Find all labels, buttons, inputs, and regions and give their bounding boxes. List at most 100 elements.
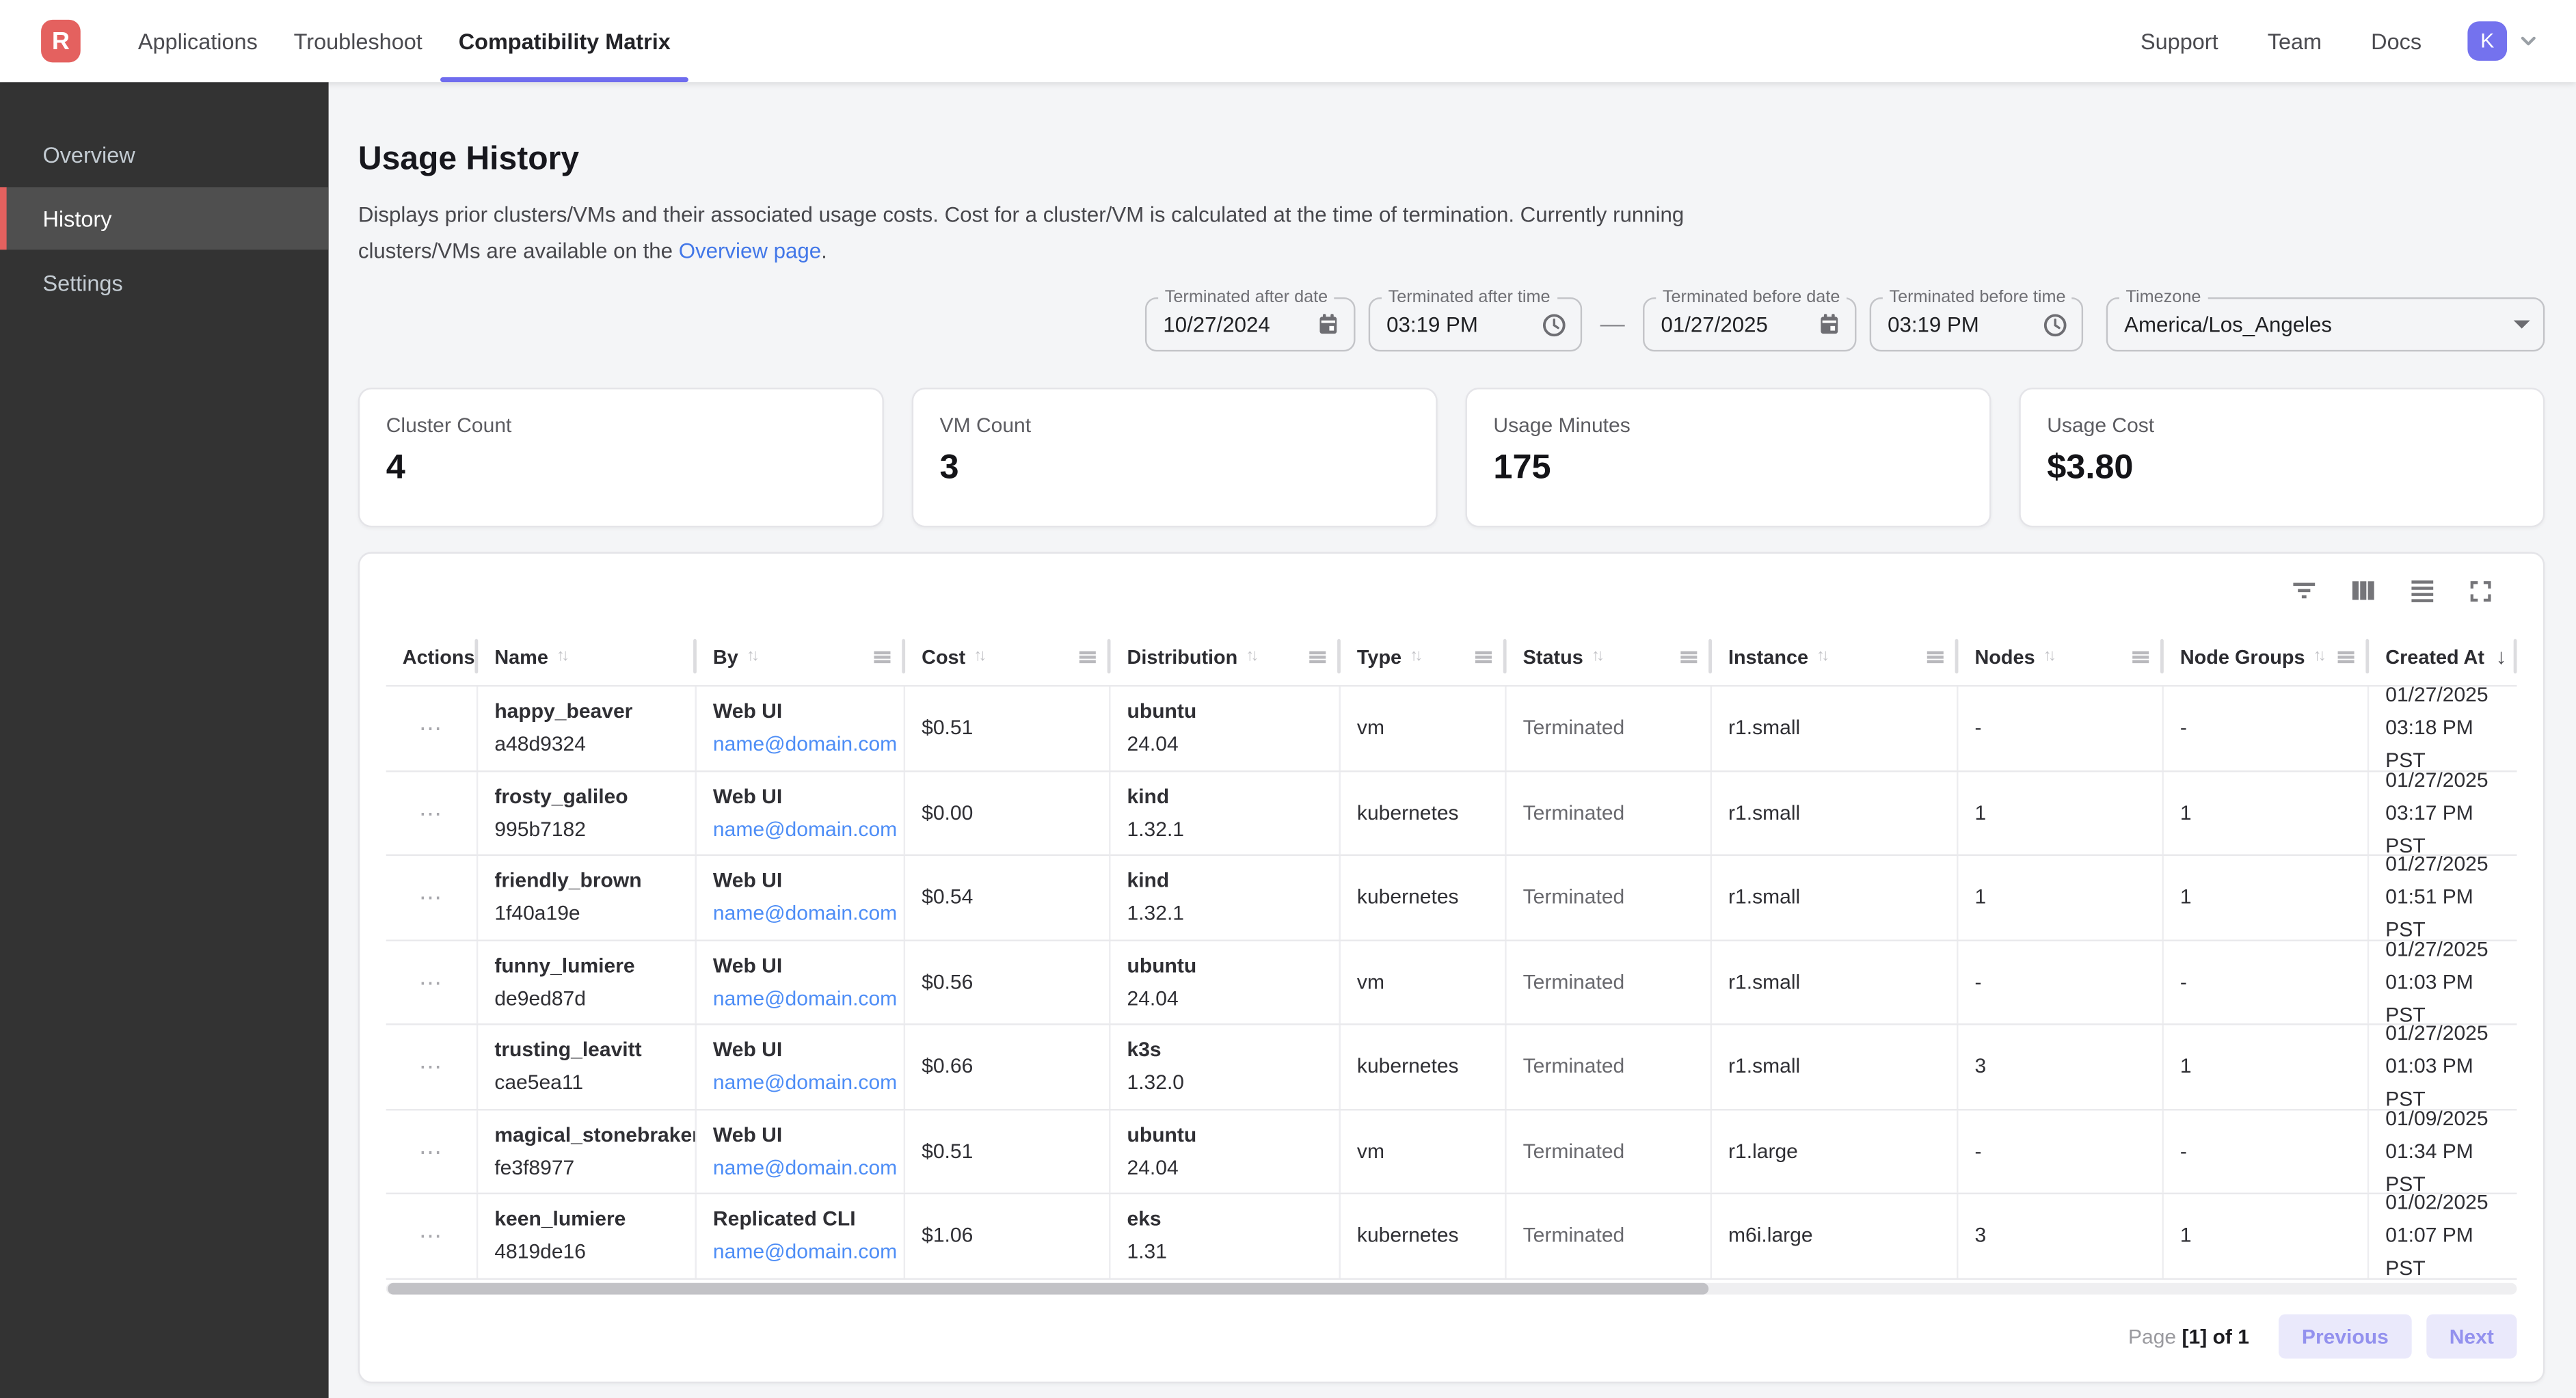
status-badge: Terminated — [1522, 1140, 1625, 1163]
column-menu-icon[interactable] — [1679, 647, 1699, 667]
column-header[interactable]: Created At ↑↓ ↓ — [2369, 628, 2517, 685]
nav-link[interactable]: Docs — [2371, 29, 2422, 54]
calendar-icon[interactable] — [1316, 312, 1341, 337]
clock-icon[interactable] — [2042, 311, 2068, 337]
cell-distribution: ubuntu 24.04 — [1110, 940, 1341, 1024]
row-actions-button[interactable]: ⋯ — [386, 686, 479, 770]
clock-icon[interactable] — [1541, 311, 1567, 337]
node-groups-value: - — [2179, 970, 2187, 994]
column-menu-icon[interactable] — [1474, 647, 1494, 667]
nav-link[interactable]: Support — [2140, 29, 2218, 54]
created-by-source: Web UI — [712, 785, 783, 808]
cell-name: friendly_brown 1f40a19e — [478, 855, 697, 939]
created-by-email-link[interactable]: name@domain.com — [712, 902, 898, 926]
row-actions-button[interactable]: ⋯ — [386, 771, 479, 855]
column-header[interactable]: Actions ↑↓ ↓ — [386, 628, 479, 685]
column-header[interactable]: Node Groups ↑↓ ↓ — [2164, 628, 2370, 685]
column-header[interactable]: Cost ↑↓ ↓ — [905, 628, 1111, 685]
created-by-email-link[interactable]: name@domain.com — [712, 986, 898, 1010]
sidebar-item[interactable]: Overview — [0, 123, 329, 185]
cell-nodes: - — [1958, 1110, 2164, 1193]
created-by-email-link[interactable]: name@domain.com — [712, 1071, 898, 1095]
main-content: Usage History Displays prior clusters/VM… — [329, 82, 2576, 1398]
sort-desc-icon[interactable]: ↓ — [2495, 643, 2507, 669]
cell-name: frosty_galileo 995b7182 — [478, 771, 697, 855]
column-header[interactable]: Nodes ↑↓ ↓ — [1958, 628, 2164, 685]
terminated-after-date-field[interactable]: Terminated after date 10/27/2024 — [1144, 288, 1356, 352]
replicated-logo-icon[interactable]: R — [41, 19, 81, 63]
previous-page-button[interactable]: Previous — [2279, 1314, 2412, 1359]
avatar[interactable]: K — [2467, 21, 2508, 61]
instance-value: r1.small — [1728, 885, 1801, 909]
scrollbar-thumb[interactable] — [388, 1282, 1709, 1294]
terminated-after-time-field[interactable]: Terminated after time 03:19 PM — [1368, 288, 1583, 352]
row-actions-button[interactable]: ⋯ — [386, 1025, 479, 1108]
column-menu-icon[interactable] — [2336, 647, 2356, 667]
terminated-after-time-value: 03:19 PM — [1386, 312, 1478, 337]
row-actions-button[interactable]: ⋯ — [386, 1194, 479, 1278]
column-header[interactable]: By ↑↓ ↓ — [697, 628, 906, 685]
sort-icon[interactable]: ↑↓ — [1591, 647, 1605, 666]
sort-icon[interactable]: ↑↓ — [1246, 647, 1259, 666]
sort-icon[interactable]: ↑↓ — [556, 647, 569, 666]
calendar-icon[interactable] — [1817, 312, 1842, 337]
cluster-id: cae5ea11 — [494, 1071, 584, 1095]
nav-tab[interactable]: Applications — [120, 0, 276, 82]
sort-icon[interactable]: ↑↓ — [2313, 647, 2326, 666]
column-menu-icon[interactable] — [1077, 647, 1097, 667]
column-header[interactable]: Instance ↑↓ ↓ — [1712, 628, 1959, 685]
cell-type: vm — [1341, 940, 1507, 1024]
cell-instance: r1.small — [1712, 771, 1959, 855]
column-menu-icon[interactable] — [2131, 647, 2151, 667]
created-by-email-link[interactable]: name@domain.com — [712, 818, 898, 841]
overview-page-link[interactable]: Overview page — [678, 237, 822, 263]
terminated-before-date-field[interactable]: Terminated before date 01/27/2025 — [1643, 288, 1857, 352]
cell-node-groups: - — [2164, 940, 2370, 1024]
timezone-select[interactable]: Timezone America/Los_Angeles — [2106, 288, 2545, 352]
column-header[interactable]: Status ↑↓ ↓ — [1507, 628, 1712, 685]
cell-name: trusting_leavitt cae5ea11 — [478, 1025, 697, 1108]
nav-tab[interactable]: Compatibility Matrix — [440, 0, 689, 83]
column-menu-icon[interactable] — [1308, 647, 1328, 667]
chevron-down-icon[interactable] — [2517, 29, 2540, 53]
columns-icon[interactable] — [2349, 576, 2377, 604]
sidebar-item[interactable]: Settings — [0, 252, 329, 314]
column-header[interactable]: Name ↑↓ ↓ — [478, 628, 697, 685]
column-header-label: Status — [1522, 645, 1583, 668]
row-actions-button[interactable]: ⋯ — [386, 940, 479, 1024]
distribution-version: 1.32.1 — [1127, 818, 1185, 841]
sort-icon[interactable]: ↑↓ — [974, 647, 987, 666]
sidebar-item[interactable]: History — [0, 187, 329, 250]
sort-icon[interactable]: ↑↓ — [2043, 647, 2056, 666]
column-menu-icon[interactable] — [1925, 647, 1945, 667]
density-icon[interactable] — [2409, 576, 2437, 604]
distribution-name: ubuntu — [1127, 1123, 1197, 1146]
nav-tab-label: Compatibility Matrix — [458, 29, 671, 54]
nav-link[interactable]: Team — [2267, 29, 2322, 54]
distribution-version: 1.31 — [1127, 1240, 1167, 1264]
column-header[interactable]: Type ↑↓ ↓ — [1341, 628, 1507, 685]
column-header[interactable]: Distribution ↑↓ ↓ — [1110, 628, 1341, 685]
sort-icon[interactable]: ↑↓ — [746, 647, 760, 666]
next-page-button[interactable]: Next — [2426, 1314, 2517, 1359]
sort-icon[interactable]: ↑↓ — [1410, 647, 1423, 666]
row-actions-button[interactable]: ⋯ — [386, 1110, 479, 1193]
fullscreen-icon[interactable] — [2467, 578, 2493, 604]
horizontal-scrollbar[interactable] — [386, 1282, 2517, 1294]
created-by-email-link[interactable]: name@domain.com — [712, 1240, 898, 1264]
nav-tab[interactable]: Troubleshoot — [276, 0, 440, 82]
created-by-source: Web UI — [712, 869, 783, 893]
cell-created-at: 01/27/2025 03:18 PM PST — [2369, 686, 2517, 769]
created-by-email-link[interactable]: name@domain.com — [712, 1156, 898, 1179]
cost-value: $1.06 — [922, 1224, 974, 1248]
created-by-email-link[interactable]: name@domain.com — [712, 733, 898, 757]
column-menu-icon[interactable] — [872, 647, 892, 667]
status-badge: Terminated — [1522, 1055, 1625, 1079]
row-actions-button[interactable]: ⋯ — [386, 855, 479, 939]
filter-icon[interactable] — [2290, 576, 2318, 604]
terminated-before-time-field[interactable]: Terminated before time 03:19 PM — [1869, 288, 2084, 352]
cell-nodes: - — [1958, 940, 2164, 1024]
cell-node-groups: 1 — [2164, 1025, 2370, 1108]
timezone-value: America/Los_Angeles — [2124, 312, 2333, 337]
sort-icon[interactable]: ↑↓ — [1816, 647, 1829, 666]
